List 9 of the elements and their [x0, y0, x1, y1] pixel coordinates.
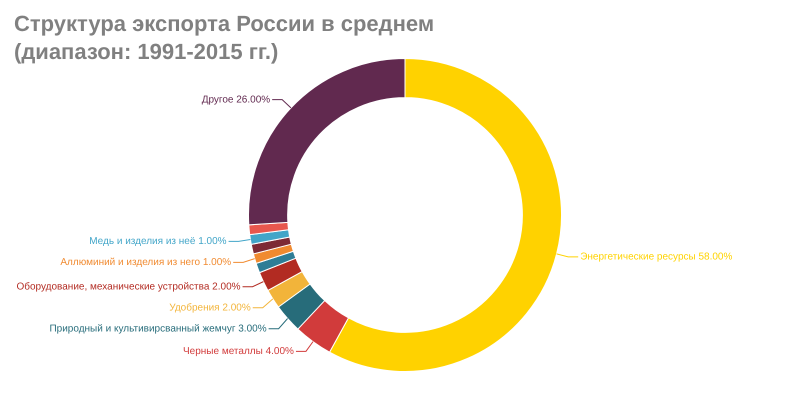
chart-title: Структура экспорта России в среднем (диапазон: 1991-2015 гг.) — [14, 10, 436, 66]
slice-label: Медь и изделия из неё 1.00% — [89, 236, 227, 248]
slice-label: Другое 26.00% — [202, 94, 270, 106]
slice-label: Энергетические ресурсы 58.00% — [580, 252, 732, 263]
slice-label: Природный и культивирсванный жемчуг 3.00% — [49, 323, 267, 334]
slice-label: Черные металлы 4.00% — [182, 346, 294, 358]
slice-label: Удобрения 2.00% — [169, 302, 251, 314]
slice-label: Аллюминий и изделия из него 1.00% — [60, 257, 232, 268]
slice-label: Оборудование, механические устройства 2.00% — [16, 281, 241, 292]
